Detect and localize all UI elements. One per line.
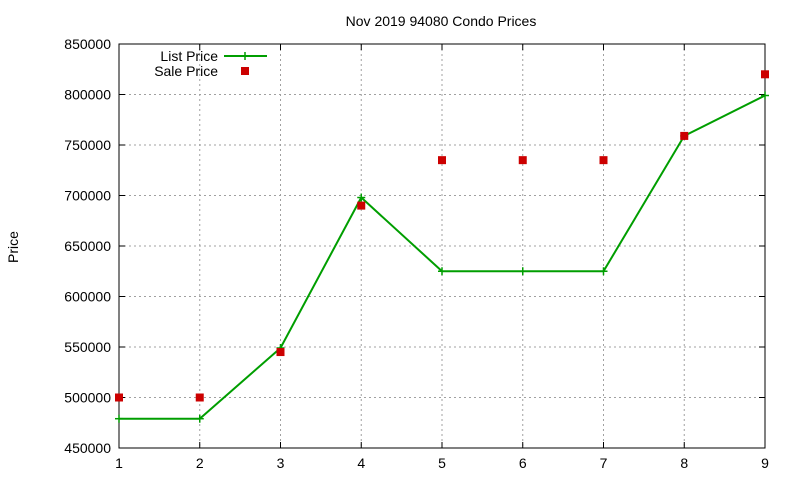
y-tick-label: 550000 [64,339,111,355]
sale-price-point [357,201,366,210]
list-price-point [599,267,608,276]
x-tick-label: 2 [196,455,204,471]
y-tick-label: 750000 [64,137,111,153]
axes: 450000 500000 550000 600000 650000 700000 7500… [64,36,769,471]
list-price-point [518,267,527,276]
list-price-point [438,267,446,276]
y-tick-label: 850000 [64,36,111,52]
x-tick-label: 3 [277,455,285,471]
y-tick-label: 600000 [64,289,111,305]
y-tick-label: 450000 [64,440,111,456]
chart-title: Nov 2019 94080 Condo Prices [346,13,537,29]
x-tick-label: 4 [357,455,365,471]
y-tick-label: 500000 [64,390,111,406]
list-price-point [357,193,366,202]
sale-price-point [518,156,527,165]
sale-price-point [761,70,769,79]
grid [118,43,766,449]
sale-price-point [276,348,285,357]
series-area [115,70,769,423]
x-tick-label: 9 [761,455,769,471]
list-price-point [761,91,769,100]
sale-price-point [599,156,608,165]
y-tick-label: 650000 [64,238,111,254]
legend-square-marker [241,67,249,75]
list-price-point [115,414,123,423]
list-price-point [195,414,204,423]
y-tick-label: 700000 [64,188,111,204]
legend-item: List Price [160,48,267,64]
x-tick-label: 7 [600,455,608,471]
legend-label: Sale Price [154,63,218,79]
series-list-price [115,91,769,423]
y-tick-label: 800000 [64,87,111,103]
series-sale-price [115,70,769,402]
x-tick-label: 8 [680,455,688,471]
y-axis-label: Price [5,231,21,263]
x-tick-label: 1 [115,455,123,471]
legend-plus-marker [241,52,249,60]
legend-item: Sale Price [154,63,249,79]
legend-label: List Price [160,48,218,64]
x-tick-label: 6 [519,455,527,471]
sale-price-point [680,131,689,140]
sale-price-point [195,393,204,402]
x-tick-label: 5 [438,455,446,471]
sale-price-point [438,156,446,165]
sale-price-point [115,393,123,402]
